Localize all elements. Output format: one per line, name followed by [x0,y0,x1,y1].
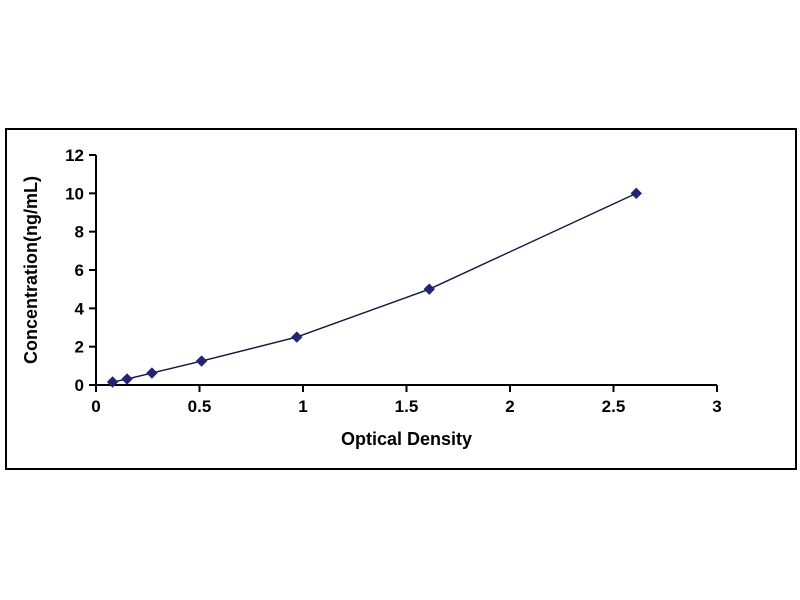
y-axis-tick-label: 0 [75,376,84,395]
y-axis-tick-label: 4 [75,299,85,318]
x-axis-tick-label: 0 [91,397,100,416]
x-axis-tick-label: 2.5 [602,397,626,416]
elisa-standard-curve-chart: 0 0.5 1 1.5 2 2.5 3 0 2 4 6 8 10 12 Optical Density Con… [5,128,797,470]
x-axis-tick-label: 0.5 [188,397,212,416]
y-axis-tick-label: 2 [75,338,84,357]
y-axis-tick-label: 12 [65,146,84,165]
x-axis-tick-label: 2 [505,397,514,416]
y-axis-tick-label: 10 [65,184,84,203]
y-axis-label: Concentration(ng/mL) [21,176,41,364]
data-point-marker [291,331,303,343]
x-axis-tick-label: 1.5 [395,397,419,416]
y-axis-tick-label: 6 [75,261,84,280]
standard-curve-line [112,192,637,383]
data-point-marker [423,283,435,295]
x-axis-tick-label: 3 [712,397,721,416]
data-point-marker [630,187,642,200]
standard-curve-plot: 0 0.5 1 1.5 2 2.5 3 0 2 4 6 8 10 12 Optical Density Con… [21,146,722,449]
x-axis-tick-label: 1 [298,397,307,416]
y-axis-tick-label: 8 [75,223,84,242]
data-point-marker [106,376,119,388]
x-axis-label: Optical Density [341,429,472,449]
data-point-marker [121,373,133,385]
data-point-marker [195,355,208,367]
data-point-marker [146,367,158,379]
